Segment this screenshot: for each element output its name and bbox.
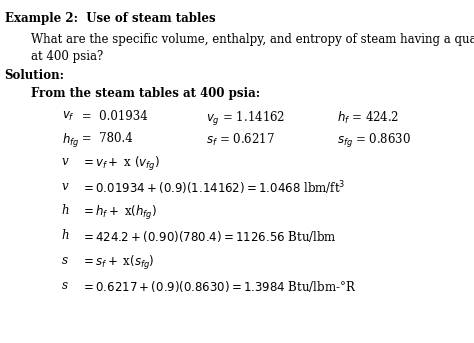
Text: s: s [62, 279, 68, 292]
Text: =  780.4: = 780.4 [78, 132, 133, 145]
Text: $h_f$ = 424.2: $h_f$ = 424.2 [337, 110, 399, 126]
Text: $v_f$: $v_f$ [62, 110, 74, 123]
Text: What are the specific volume, enthalpy, and entropy of steam having a quality of: What are the specific volume, enthalpy, … [31, 33, 474, 46]
Text: $= 424.2 + (0.90)(780.4) = 1126.56$ Btu/lbm: $= 424.2 + (0.90)(780.4) = 1126.56$ Btu/… [81, 229, 337, 244]
Text: s: s [62, 254, 68, 267]
Text: v: v [62, 180, 68, 193]
Text: $= 0.01934 + (0.9)(1.14162) = 1.0468$ lbm/ft$^3$: $= 0.01934 + (0.9)(1.14162) = 1.0468$ lb… [81, 180, 345, 197]
Text: Example 2:  Use of steam tables: Example 2: Use of steam tables [5, 12, 215, 25]
Text: at 400 psia?: at 400 psia? [31, 50, 103, 63]
Text: v: v [62, 155, 68, 168]
Text: $= v_f + $ x $(v_{fg})$: $= v_f + $ x $(v_{fg})$ [81, 155, 159, 173]
Text: $v_g$ = 1.14162: $v_g$ = 1.14162 [206, 110, 285, 128]
Text: $= s_f + $ x$(s_{fg})$: $= s_f + $ x$(s_{fg})$ [81, 254, 154, 272]
Text: $= h_f + $ x$(h_{fg})$: $= h_f + $ x$(h_{fg})$ [81, 204, 156, 222]
Text: h: h [62, 229, 69, 242]
Text: h: h [62, 204, 69, 217]
Text: Solution:: Solution: [5, 69, 65, 82]
Text: $s_f$ = 0.6217: $s_f$ = 0.6217 [206, 132, 275, 148]
Text: From the steam tables at 400 psia:: From the steam tables at 400 psia: [31, 87, 260, 100]
Text: =  0.01934: = 0.01934 [78, 110, 148, 123]
Text: $= 0.6217 + (0.9)(0.8630) = 1.3984$ Btu/lbm-°R: $= 0.6217 + (0.9)(0.8630) = 1.3984$ Btu/… [81, 279, 356, 294]
Text: $s_{fg}$ = 0.8630: $s_{fg}$ = 0.8630 [337, 132, 410, 150]
Text: $h_{fg}$: $h_{fg}$ [62, 132, 79, 150]
